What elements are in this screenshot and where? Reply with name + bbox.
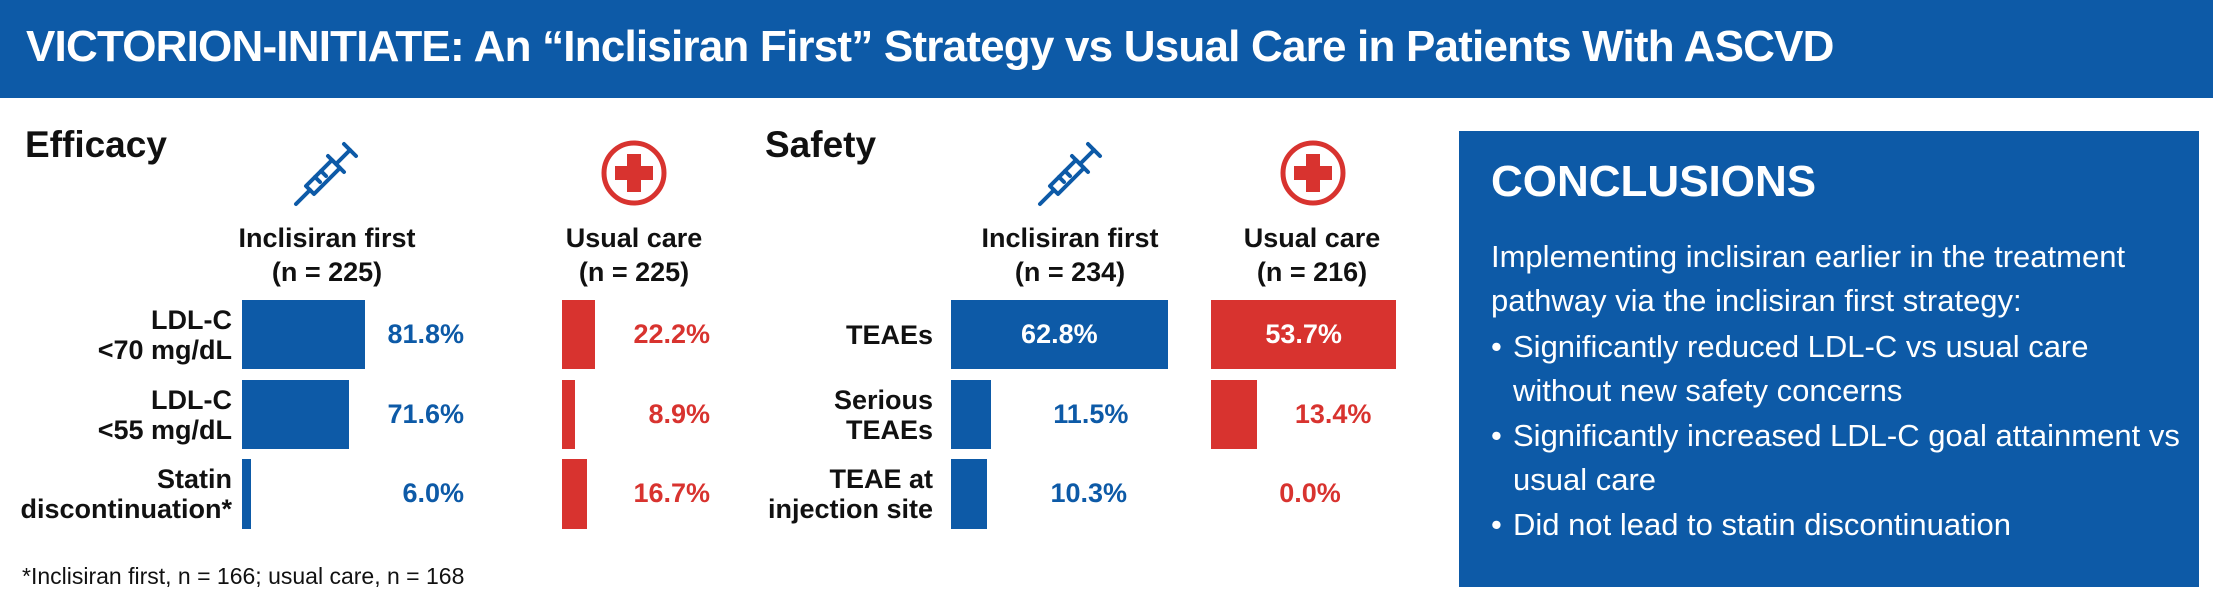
footnote: *Inclisiran first, n = 166; usual care, … — [22, 563, 465, 589]
inclisiran-value-label: 71.6% — [387, 398, 464, 429]
conclusions-panel: CONCLUSIONS Implementing inclisiran earl… — [1459, 131, 2199, 587]
category-label: Serious TEAEs — [765, 385, 933, 445]
safety-inclisiran-header: Inclisiran first (n = 234) — [960, 221, 1180, 289]
conclusions-intro: Implementing inclisiran earlier in the t… — [1491, 239, 2126, 318]
category-label-line: discontinuation* — [20, 494, 233, 524]
usual-care-bar — [562, 459, 588, 529]
safety-inclisiran-label: Inclisiran first — [981, 223, 1159, 253]
safety-usual-n: (n = 216) — [1256, 257, 1368, 287]
usual-care-bar — [562, 380, 576, 449]
title-bar: VICTORION-INITIATE: An “Inclisiran First… — [0, 0, 2213, 98]
medical-cross-icon — [601, 140, 667, 206]
efficacy-inclisiran-n: (n = 225) — [271, 257, 383, 287]
category-label-line: LDL-C — [151, 304, 232, 335]
inclisiran-value-label: 81.8% — [387, 318, 464, 349]
page-title: VICTORION-INITIATE: An “Inclisiran First… — [26, 22, 1834, 71]
syringe-icon — [294, 142, 358, 206]
efficacy-usual-header: Usual care (n = 225) — [534, 221, 734, 289]
inclisiran-bar — [242, 300, 365, 369]
category-label: LDL-C <55 mg/dL — [20, 385, 232, 445]
category-label-line: <55 mg/dL — [97, 414, 232, 445]
category-label: TEAEs — [765, 320, 933, 350]
efficacy-usual-label: Usual care — [565, 223, 703, 253]
usual-care-value-label: 53.7% — [1265, 318, 1342, 349]
inclisiran-bar — [951, 300, 1168, 369]
syringe-icon — [1038, 142, 1102, 206]
efficacy-usual-n: (n = 225) — [578, 257, 690, 287]
safety-usual-label: Usual care — [1243, 223, 1381, 253]
usual-care-value-label: 13.4% — [1294, 398, 1372, 429]
category-label: Statin discontinuation* — [20, 464, 233, 524]
safety-usual-header: Usual care (n = 216) — [1212, 221, 1412, 289]
usual-care-bar — [1211, 380, 1258, 449]
safety-heading: Safety — [765, 124, 877, 165]
category-label-line: injection site — [767, 494, 933, 524]
inclisiran-value-label: 62.8% — [1021, 318, 1098, 349]
inclisiran-bar — [242, 459, 251, 529]
usual-care-value-label: 22.2% — [633, 318, 710, 349]
category-label: TEAE at injection site — [765, 464, 933, 524]
inclisiran-bar — [242, 380, 350, 449]
category-label-line: Serious — [833, 384, 933, 415]
category-label-line: LDL-C — [151, 384, 232, 415]
category-label-line: Statin — [156, 464, 232, 494]
usual-care-value-label: 16.7% — [633, 478, 710, 508]
inclisiran-value-label: 6.0% — [402, 478, 464, 508]
efficacy-inclisiran-header: Inclisiran first (n = 225) — [217, 221, 437, 289]
inclisiran-value-label: 10.3% — [1050, 478, 1128, 508]
usual-care-value-label: 0.0% — [1279, 478, 1341, 508]
efficacy-heading: Efficacy — [25, 124, 167, 165]
conclusions-heading: CONCLUSIONS — [1491, 157, 1817, 206]
conclusion-bullet: • Significantly reduced LDL-C vs usual ca… — [1491, 329, 2089, 408]
inclisiran-bar — [951, 380, 991, 449]
safety-inclisiran-n: (n = 234) — [1014, 257, 1126, 287]
category-label: LDL-C <70 mg/dL — [20, 305, 232, 365]
inclisiran-value-label: 11.5% — [1053, 398, 1129, 429]
inclisiran-bar — [951, 459, 987, 529]
category-label-line: TEAEs — [845, 319, 933, 350]
usual-care-bar — [562, 300, 596, 369]
usual-care-value-label: 8.9% — [648, 398, 710, 429]
efficacy-inclisiran-label: Inclisiran first — [238, 223, 416, 253]
category-label-line: TEAEs — [845, 414, 933, 445]
conclusion-bullet: • Did not lead to statin discontinuation — [1491, 507, 2012, 542]
usual-care-bar — [1211, 300, 1397, 369]
category-label-line: <70 mg/dL — [97, 334, 232, 365]
conclusions-list: • Significantly reduced LDL-C vs usual ca… — [1491, 325, 2181, 548]
category-label-line: TEAE at — [829, 464, 933, 494]
medical-cross-icon — [1280, 140, 1346, 206]
conclusion-bullet: • Significantly increased LDL-C goal atta… — [1491, 418, 2180, 497]
